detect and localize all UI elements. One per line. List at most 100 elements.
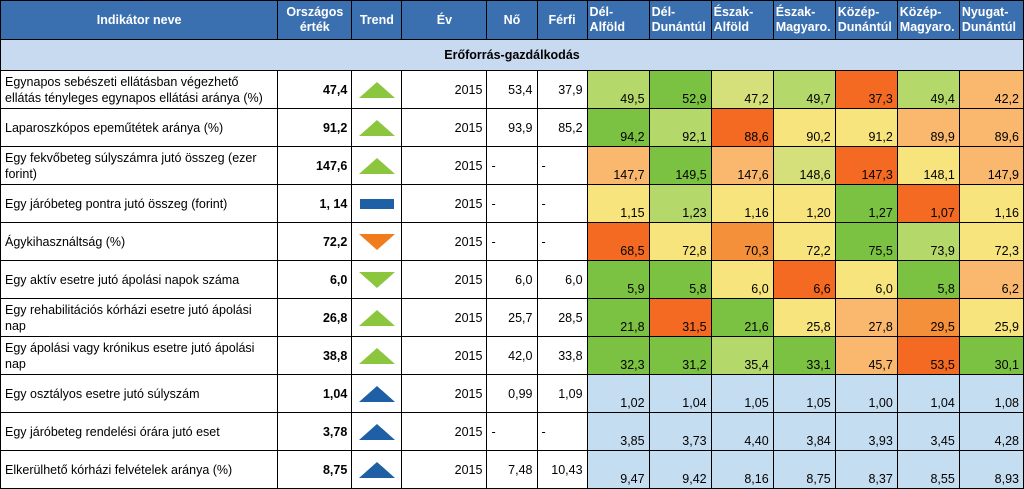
region-value: 27,8 [834,298,898,337]
column-header-text: Dunántúl [651,20,706,34]
region-value: 6,6 [772,260,836,299]
column-header-text: Dél- [589,5,614,19]
year-value: 2015 [401,260,488,299]
indicator-name: Egy osztályos esetre jutó súlyszám [0,374,279,413]
region-value: 5,8 [896,260,960,299]
header-row: Indikátor neve Országos érték Trend Év Nő Férf… [0,0,1024,40]
trend-up-icon [358,81,395,98]
region-value: 45,7 [834,336,898,375]
region-value: 21,8 [586,298,650,337]
region-value: 47,2 [710,70,774,109]
female-value: 53,4 [486,70,538,109]
indicator-name: Egy rehabilitációs kórházi esetre jutó á… [0,298,279,337]
male-value: 1,09 [536,374,588,413]
region-value: 147,9 [958,146,1024,185]
column-header: Országos érték [277,0,353,40]
region-value: 147,3 [834,146,898,185]
region-value: 31,5 [648,298,712,337]
region-value: 73,9 [896,222,960,261]
trend-up-icon [358,119,395,136]
table-row: Laparoszkópos epeműtétek aránya (%) 91,2 2… [0,108,1024,147]
column-header-text: Közép- [837,5,880,19]
national-value: 91,2 [277,108,353,147]
male-value: 85,2 [536,108,588,147]
female-value: - [486,184,538,223]
region-value: 1,27 [834,184,898,223]
year-value: 2015 [401,222,488,261]
table-row: Egy osztályos esetre jutó súlyszám 1,04 20… [0,374,1024,413]
column-header-text: Év [436,12,453,27]
column-header: Dél- Alföld [586,0,650,40]
column-header-text: Közép- [899,5,942,19]
column-header-text: Országos [286,5,344,19]
column-header: Észak- Magyaro. [772,0,836,40]
column-header: Trend [351,0,403,40]
region-value: 1,04 [648,374,712,413]
trend-cell [351,70,403,109]
trend-up-icon [358,157,395,174]
region-value: 88,6 [710,108,774,147]
region-value: 72,2 [772,222,836,261]
region-value: 1,08 [958,374,1024,413]
national-value: 3,78 [277,412,353,451]
region-value: 72,3 [958,222,1024,261]
male-value: - [536,412,588,451]
region-value: 91,2 [834,108,898,147]
female-value: - [486,412,538,451]
region-value: 3,73 [648,412,712,451]
region-value: 53,5 [896,336,960,375]
female-value: 0,99 [486,374,538,413]
table-row: Egynapos sebészeti ellátásban végezhető … [0,70,1024,109]
trend-cell [351,146,403,185]
region-value: 31,2 [648,336,712,375]
year-value: 2015 [401,184,488,223]
region-value: 1,05 [710,374,774,413]
region-value: 21,6 [710,298,774,337]
trend-neutral-icon [359,198,394,209]
region-value: 148,6 [772,146,836,185]
region-value: 6,0 [834,260,898,299]
column-header-text: Dunántúl [837,20,892,34]
column-header-text: Dunántúl [961,20,1016,34]
region-value: 42,2 [958,70,1024,109]
region-value: 1,15 [586,184,650,223]
year-value: 2015 [401,298,488,337]
column-header-text: Észak- [775,5,816,19]
column-header-text: Magyaro. [775,20,831,34]
trend-down-icon [358,271,395,288]
column-header: Dél- Dunántúl [648,0,712,40]
year-value: 2015 [401,108,488,147]
year-value: 2015 [401,374,488,413]
column-header-text: Észak- [713,5,754,19]
column-header-text: Alföld [589,20,625,34]
trend-down-icon [358,233,395,250]
region-value: 6,0 [710,260,774,299]
national-value: 72,2 [277,222,353,261]
region-value: 149,5 [648,146,712,185]
trend-cell [351,184,403,223]
table-row: Ágykihasználtság (%) 72,2 2015- -68,5 72,8 70… [0,222,1024,261]
table-row: Egy járóbeteg rendelési órára jutó eset 3… [0,412,1024,451]
region-value: 5,9 [586,260,650,299]
year-value: 2015 [401,336,488,375]
region-value: 49,5 [586,70,650,109]
trend-cell [351,260,403,299]
region-value: 49,7 [772,70,836,109]
region-value: 70,3 [710,222,774,261]
region-value: 147,6 [710,146,774,185]
trend-cell [351,374,403,413]
trend-up-icon [358,423,395,440]
male-value: - [536,222,588,261]
trend-up-icon [358,309,395,326]
trend-up-icon [358,385,395,402]
male-value: - [536,146,588,185]
column-header: Közép- Magyaro. [896,0,960,40]
column-header: Év [401,0,488,40]
region-value: 33,1 [772,336,836,375]
trend-cell [351,412,403,451]
table-row: Egy rehabilitációs kórházi esetre jutó á… [0,298,1024,337]
region-value: 3,93 [834,412,898,451]
indicator-name: Egy járóbeteg pontra jutó összeg (forint… [0,184,279,223]
region-value: 1,05 [772,374,836,413]
column-header-text: Trend [359,12,394,27]
